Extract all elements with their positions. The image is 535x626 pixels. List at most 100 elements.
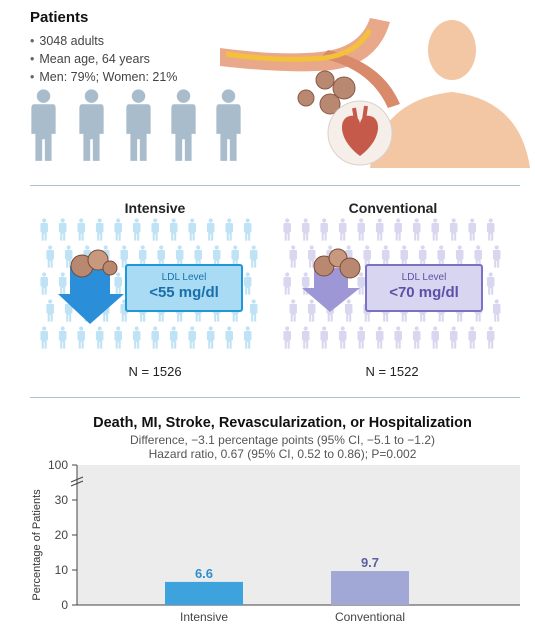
artery-icon	[220, 18, 400, 108]
artery-heart-illustration	[220, 18, 530, 168]
person-icon	[58, 326, 67, 349]
person-icon	[151, 218, 159, 241]
person-icon	[157, 245, 165, 268]
person-icon	[468, 326, 476, 349]
person-icon	[486, 272, 495, 295]
person-icon	[171, 89, 196, 161]
person-icon	[492, 245, 501, 268]
person-icon	[132, 326, 141, 349]
person-icon	[437, 245, 445, 268]
person-icon	[283, 218, 291, 241]
person-icon	[283, 272, 291, 295]
person-icon	[468, 218, 476, 241]
person-icon	[449, 218, 458, 241]
person-silhouette-icon	[370, 20, 530, 168]
person-icon	[206, 326, 215, 349]
person-icon	[289, 299, 297, 322]
person-icon	[194, 245, 202, 268]
person-icon	[212, 245, 221, 268]
person-icon	[283, 326, 291, 349]
conventional-ldl-arrow-icon	[302, 248, 361, 312]
person-icon	[412, 326, 421, 349]
person-icon	[400, 245, 408, 268]
person-icon	[394, 326, 402, 349]
x-tick-label: Intensive	[180, 610, 228, 624]
person-icon	[249, 245, 258, 268]
person-icon	[418, 245, 427, 268]
person-icon	[289, 245, 297, 268]
person-icon	[344, 299, 353, 322]
patients-title: Patients	[30, 9, 89, 26]
person-icon	[320, 326, 328, 349]
person-icon	[40, 218, 48, 241]
person-icon	[188, 326, 196, 349]
intensive-ldl-box: LDL Level <55 mg/dl	[125, 264, 243, 312]
chart-subtitle-hazard: Hazard ratio, 0.67 (95% CI, 0.52 to 0.86…	[148, 447, 417, 461]
person-icon	[357, 326, 365, 349]
person-icon	[231, 245, 239, 268]
y-tick-label: 10	[55, 563, 69, 577]
person-icon	[31, 89, 56, 161]
person-icon	[225, 326, 233, 349]
divider-bottom	[30, 397, 520, 398]
person-icon	[431, 218, 439, 241]
person-icon	[375, 326, 384, 349]
person-icon	[301, 218, 310, 241]
person-icon	[431, 326, 439, 349]
person-icon	[40, 272, 48, 295]
person-icon	[58, 218, 67, 241]
patients-item-count: 3048 adults	[30, 32, 177, 50]
conventional-n: N = 1522	[365, 364, 419, 379]
person-icon	[216, 89, 241, 161]
intensive-ldl-arrow-icon	[58, 249, 124, 324]
person-icon	[455, 245, 464, 268]
person-icon	[243, 326, 252, 349]
person-icon	[95, 218, 104, 241]
person-icon	[394, 218, 402, 241]
person-icon	[363, 245, 371, 268]
person-icon	[338, 218, 347, 241]
person-icon	[449, 326, 458, 349]
chart-title: Death, MI, Stroke, Revascularization, or…	[93, 415, 472, 431]
person-icon	[225, 218, 233, 241]
person-icon	[138, 245, 147, 268]
person-icon	[114, 272, 122, 295]
intensive-ldl-label: LDL Level	[161, 272, 207, 283]
person-icon	[381, 245, 390, 268]
data-label: 6.6	[195, 566, 213, 581]
person-icon	[132, 218, 141, 241]
person-icon	[492, 299, 501, 322]
person-icon	[120, 245, 128, 268]
person-icon	[175, 245, 184, 268]
person-icon	[338, 326, 347, 349]
y-tick-label: 30	[55, 493, 69, 507]
person-icon	[169, 218, 178, 241]
divider-top	[30, 185, 520, 186]
y-tick-label: 100	[48, 458, 68, 472]
person-icon	[320, 218, 328, 241]
person-icon	[249, 299, 258, 322]
y-tick-label: 0	[61, 598, 68, 612]
bar-conventional	[331, 571, 409, 605]
person-icon	[114, 326, 122, 349]
person-icon	[243, 272, 252, 295]
person-icon	[206, 218, 215, 241]
person-icon	[169, 326, 178, 349]
conventional-ldl-box: LDL Level <70 mg/dl	[365, 264, 483, 312]
person-icon	[307, 299, 316, 322]
person-icon	[77, 218, 85, 241]
conventional-title: Conventional	[348, 200, 438, 216]
y-tick-label: 20	[55, 528, 69, 542]
person-icon	[307, 245, 316, 268]
person-icon	[77, 326, 85, 349]
person-icon	[114, 218, 122, 241]
heart-icon	[327, 100, 393, 166]
person-icon	[357, 218, 365, 241]
person-icon	[151, 326, 159, 349]
person-icon	[412, 218, 421, 241]
patients-item-age: Mean age, 64 years	[30, 50, 177, 68]
person-icon	[375, 218, 384, 241]
person-icon	[95, 326, 104, 349]
person-icon	[40, 326, 48, 349]
person-icon	[64, 245, 73, 268]
